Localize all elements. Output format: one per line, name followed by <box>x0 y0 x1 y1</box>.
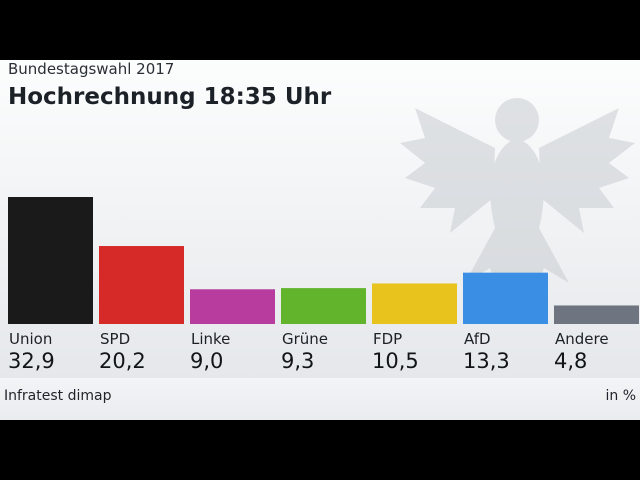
value-label: 9,0 <box>190 349 223 373</box>
bar-fdp <box>372 283 457 324</box>
category-label: Linke <box>191 330 230 348</box>
category-label: Union <box>9 330 52 348</box>
category-label: FDP <box>373 330 402 348</box>
value-label: 10,5 <box>372 349 419 373</box>
source-label: Infratest dimap <box>4 388 112 404</box>
category-label: AfD <box>464 330 491 348</box>
bar-andere <box>554 305 639 324</box>
category-label: SPD <box>100 330 130 348</box>
federal-eagle-watermark <box>400 98 635 298</box>
category-label: Grüne <box>282 330 328 348</box>
chart-supertitle: Bundestagswahl 2017 <box>8 60 175 78</box>
tv-graphic: Bundestagswahl 2017 Hochrechnung 18:35 U… <box>0 60 640 420</box>
value-label: 32,9 <box>8 349 55 373</box>
chart-title: Hochrechnung 18:35 Uhr <box>8 84 332 110</box>
bar-linke <box>190 289 275 324</box>
bar-afd <box>463 272 548 324</box>
category-label: Andere <box>555 330 609 348</box>
unit-label: in % <box>605 388 636 404</box>
value-label: 20,2 <box>99 349 146 373</box>
value-label: 4,8 <box>554 349 587 373</box>
value-label: 9,3 <box>281 349 314 373</box>
bar-union <box>8 197 93 324</box>
bar-grüne <box>281 288 366 324</box>
bar-spd <box>99 246 184 324</box>
label-band <box>0 378 640 420</box>
value-label: 13,3 <box>463 349 510 373</box>
